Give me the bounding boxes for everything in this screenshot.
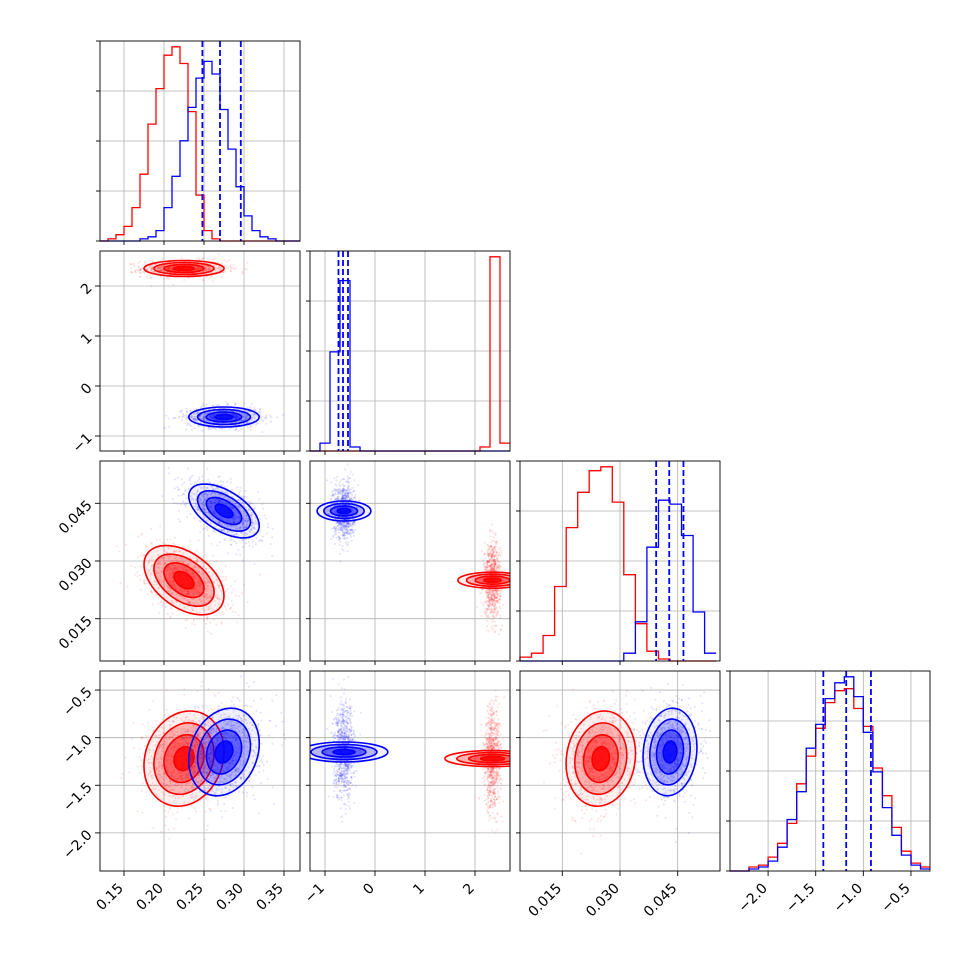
panel-frame [309, 670, 511, 872]
y-tick-label-3-1: −1.5 [60, 780, 95, 815]
panel-3-2 [519, 670, 721, 872]
x-tick-label-3-2: −1.0 [831, 881, 866, 916]
x-tick-label-3-1: −1.5 [783, 881, 818, 916]
panel-1-0 [99, 250, 301, 452]
y-tick-label-1-0: −1 [70, 430, 96, 456]
y-tick-label-3-0: −2.0 [60, 827, 95, 862]
series-0-3-2 [542, 688, 657, 855]
histogram-red-2 [519, 466, 717, 662]
x-tick-label-2-2: 0.045 [641, 881, 681, 921]
x-tick-label-0-0: 0.15 [93, 881, 126, 914]
panel-3-1 [309, 670, 511, 872]
series-0-2-0 [115, 525, 261, 635]
panel-2-1 [309, 460, 511, 662]
x-tick-label-1-2: 1 [410, 881, 428, 899]
y-tick-label-1-2: 1 [78, 330, 96, 348]
panel-3-0 [99, 670, 301, 872]
histogram-blue-3 [730, 676, 930, 872]
series-0-2-1 [457, 523, 510, 636]
x-tick-label-2-0: 0.015 [525, 881, 565, 921]
series-0-1-0 [100, 253, 249, 288]
x-tick-label-0-3: 0.30 [213, 881, 246, 914]
y-tick-label-2-2: 0.045 [56, 498, 96, 538]
x-tick-label-2-1: 0.030 [583, 881, 623, 921]
histogram-blue-0 [100, 60, 300, 242]
x-tick-label-1-0: −1 [302, 881, 328, 907]
histogram-blue-1 [310, 279, 510, 452]
x-tick-label-3-3: −0.5 [878, 881, 913, 916]
series-1-3-0 [162, 675, 286, 831]
series-1-1-0 [163, 400, 285, 434]
panel-2-0 [99, 460, 301, 662]
y-tick-label-3-3: −0.5 [60, 684, 95, 719]
histogram-2 [516, 460, 721, 662]
x-tick-label-0-4: 0.35 [253, 881, 286, 914]
histogram-1 [306, 250, 511, 452]
x-tick-label-1-3: 2 [460, 881, 478, 899]
histogram-red-3 [730, 688, 930, 872]
y-tick-label-1-3: 2 [78, 280, 96, 298]
series-1-2-1 [316, 463, 372, 562]
series-1-3-1 [310, 676, 389, 823]
histogram-0 [96, 40, 301, 242]
y-tick-label-1-1: 0 [78, 380, 96, 398]
series-1-2-0 [161, 467, 274, 566]
series-1-3-2 [626, 682, 712, 843]
y-tick-label-3-2: −1.0 [60, 732, 95, 767]
panel-frame [99, 250, 301, 452]
histogram-red-0 [100, 46, 300, 242]
panel-frame [99, 670, 301, 872]
x-tick-label-3-0: −2.0 [736, 881, 771, 916]
x-tick-label-1-1: 0 [360, 881, 378, 899]
y-tick-label-2-0: 0.015 [56, 613, 96, 653]
series-0-3-1 [444, 689, 510, 833]
y-tick-label-2-1: 0.030 [56, 555, 96, 595]
x-tick-label-0-1: 0.20 [133, 881, 166, 914]
histogram-3 [726, 670, 931, 872]
x-tick-label-0-2: 0.25 [173, 881, 206, 914]
histogram-blue-2 [520, 499, 717, 662]
